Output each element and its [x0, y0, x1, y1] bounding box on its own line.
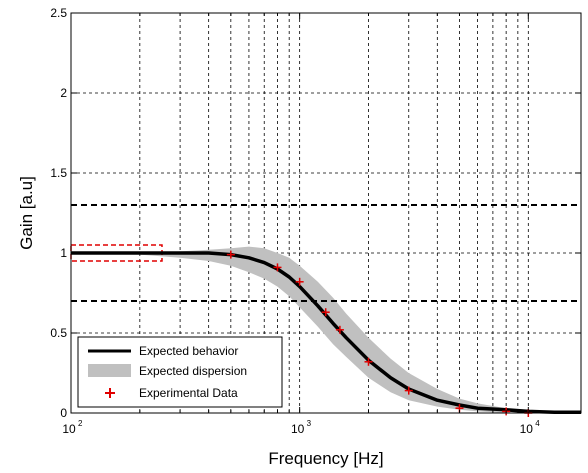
experimental-data-point [404, 386, 413, 395]
legend-label-expected-dispersion: Expected dispersion [139, 364, 247, 378]
experimental-data-point [364, 357, 373, 366]
x-tick-label-base: 10 [291, 422, 305, 436]
legend-label-expected-behavior: Expected behavior [139, 344, 238, 358]
experimental-data-point [273, 263, 282, 272]
y-axis-label: Gain [a.u] [17, 176, 36, 250]
dispersion-band-area [139, 246, 507, 413]
x-tick-label-exponent: 4 [535, 419, 540, 428]
x-tick-label: 10 4 [520, 419, 541, 436]
plot-frame [70, 12, 582, 414]
expected-dispersion-band [139, 246, 507, 413]
experimental-data-point [295, 277, 304, 286]
y-tick-label: 2.5 [50, 6, 67, 20]
y-tick-label: 2 [60, 86, 67, 100]
x-axis-label: Frequency [Hz] [268, 449, 383, 468]
x-tick-label-base: 10 [62, 422, 76, 436]
y-tick-label: 1.5 [50, 166, 67, 180]
experimental-data-point [321, 308, 330, 317]
experimental-data-point [335, 325, 344, 334]
x-tick-label-base: 10 [520, 422, 534, 436]
x-tick-labels: 10 2 10 3 10 4 [62, 419, 540, 436]
legend: Expected behavior Expected dispersion Ex… [77, 336, 283, 408]
x-tick-label: 10 2 [62, 419, 83, 436]
x-tick-label-exponent: 2 [78, 419, 83, 428]
y-tick-label: 0.5 [50, 326, 67, 340]
y-tick-label: 1 [60, 246, 67, 260]
grid-lines [71, 13, 581, 413]
threshold-lines [71, 204, 581, 302]
y-tick-label: 0 [60, 406, 67, 420]
legend-label-experimental-data: Experimental Data [139, 386, 238, 400]
legend-swatch-experimental-data [105, 388, 115, 398]
experimental-data-point [226, 250, 235, 259]
x-tick-label: 10 3 [291, 419, 312, 436]
x-tick-label-exponent: 3 [307, 419, 312, 428]
legend-swatch-expected-dispersion [88, 364, 131, 377]
y-tick-labels: 0 0.5 1 1.5 2 2.5 [50, 6, 67, 420]
axis-ticks [70, 12, 581, 414]
